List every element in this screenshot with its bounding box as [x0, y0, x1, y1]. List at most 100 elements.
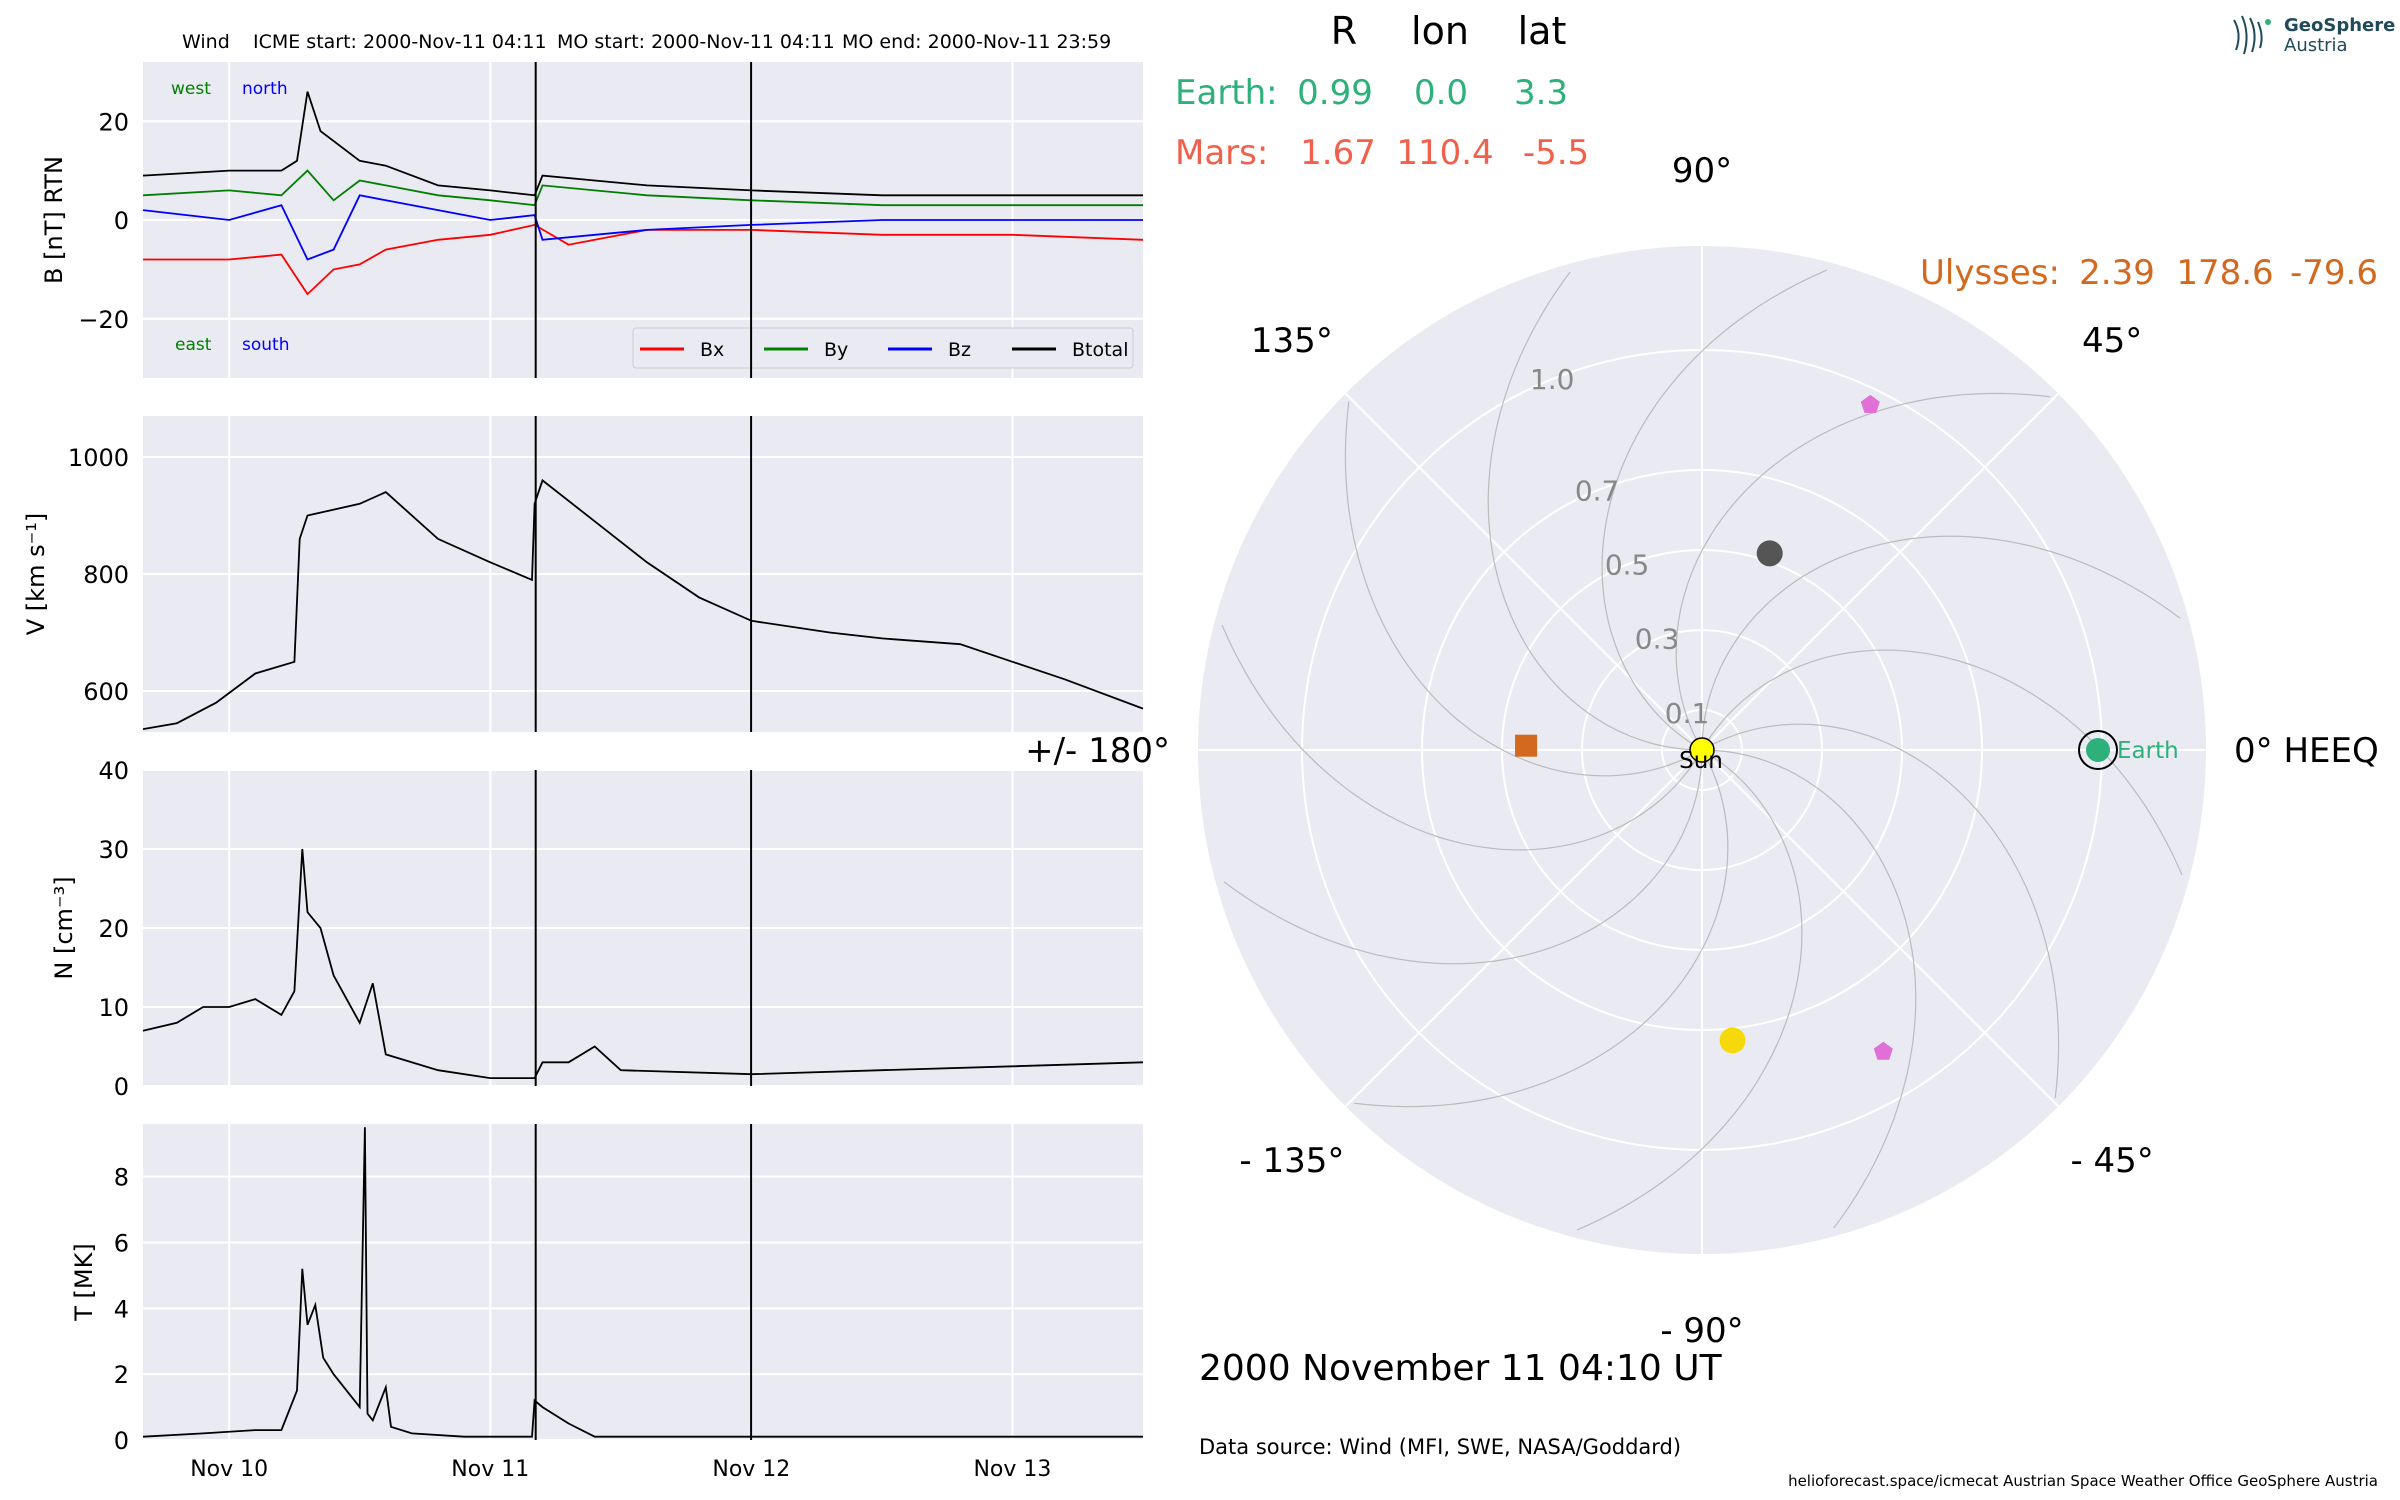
parker-spiral-line: [1223, 749, 1703, 965]
spacecraft-marker: [1860, 394, 1880, 413]
series-line-n: [142, 848, 1144, 1079]
mars-lon: 110.4: [1396, 133, 1493, 173]
parker-spiral-line: [1701, 649, 2183, 876]
planet-markers: [1515, 394, 2118, 1060]
y-axis-label: N [cm⁻³]: [50, 876, 78, 979]
y-tick-label: 40: [98, 757, 129, 785]
y-ticks: −20 0 20: [78, 108, 129, 334]
y-tick-label: 8: [114, 1164, 129, 1192]
legend-box: [632, 327, 1134, 369]
angle-label: - 90°: [1660, 1311, 1743, 1351]
annotation-west: west: [171, 79, 211, 99]
parker-spiral-line: [1701, 723, 2060, 1099]
legend-label-by: By: [824, 339, 848, 361]
series-lines: [142, 478, 1144, 730]
parker-spiral-line: [1576, 749, 1803, 1231]
y-tick-label: 0: [114, 1073, 129, 1101]
earth-ring: [2078, 730, 2118, 770]
earth-lon: 0.0: [1414, 73, 1468, 113]
series-line-btotal: [142, 91, 1143, 197]
footer-credits: helioforecast.space/icmecat Austrian Spa…: [1788, 1472, 2378, 1490]
y-tick-label: 4: [114, 1295, 129, 1323]
angular-grid-line: [1344, 392, 1703, 751]
mars-lat: -5.5: [1523, 133, 1589, 173]
earth-lat: 3.3: [1514, 73, 1568, 113]
panel-temperature: 0 2 4 6 8 T [MK]: [70, 1124, 1143, 1455]
series-lines: [142, 1127, 1143, 1438]
angular-grid-line: [1701, 749, 2060, 1108]
parker-spiral-line: [1221, 624, 1703, 851]
ulysses-lat: -79.6: [2290, 253, 2378, 293]
mars-name: Mars:: [1175, 133, 1268, 173]
series-lines: [142, 91, 1144, 296]
series-line-bx: [143, 223, 1144, 296]
earth-marker: [2086, 738, 2110, 762]
header-lon: lon: [1411, 9, 1469, 53]
date-label: 2000 November 11 04:10 UT: [1199, 1348, 1723, 1389]
mo-start-label: MO start: 2000-Nov-11 04:11: [557, 31, 835, 53]
angle-labels: 0° HEEQ 45° 90° 135° +/- 180° - 135° - 90° - 45…: [1025, 151, 2379, 1351]
angle-label: +/- 180°: [1025, 731, 1170, 771]
series-line-t: [142, 1127, 1143, 1438]
parker-spiral-line: [1487, 271, 1703, 751]
parker-spiral-line: [1344, 401, 1703, 777]
angle-label: 90°: [1672, 151, 1732, 191]
radial-tick-label: 0.1: [1665, 697, 1710, 730]
y-tick-label: 600: [83, 678, 129, 706]
mo-end-label: MO end: 2000-Nov-11 23:59: [842, 31, 1111, 53]
y-tick-label: 20: [98, 915, 129, 943]
geosphere-logo-icon: [2233, 15, 2271, 55]
mars-marker: [1756, 540, 1783, 567]
y-ticks: 600 800 1000: [68, 444, 129, 706]
parker-spiral-line: [1675, 392, 2051, 751]
x-tick-label: Nov 12: [712, 1457, 790, 1482]
logo-line1: GeoSphere: [2284, 15, 2396, 36]
polar-plot: 0.1 0.3 0.5 0.7 1.0 0° HEEQ 45° 90° 135° +/- 180…: [1025, 151, 2379, 1351]
panel-background: [143, 1124, 1143, 1440]
y-axis-label: T [MK]: [70, 1243, 98, 1321]
sun-marker: [1689, 737, 1715, 763]
y-tick-label: 6: [114, 1230, 129, 1258]
radial-tick-label: 1.0: [1530, 363, 1575, 396]
annotation-north: north: [242, 79, 288, 99]
series-lines: [142, 848, 1144, 1079]
ulysses-name: Ulysses:: [1920, 253, 2060, 293]
parker-spiral-line: [1701, 749, 1917, 1229]
panel-speed: 600 800 1000 V [km s⁻¹]: [22, 416, 1144, 732]
data-source: Data source: Wind (MFI, SWE, NASA/Goddar…: [1199, 1435, 1681, 1459]
annotation-south: south: [242, 335, 289, 355]
y-axis-label: V [km s⁻¹]: [22, 513, 50, 635]
y-tick-label: 30: [98, 836, 129, 864]
legend-label-bz: Bz: [948, 339, 971, 361]
spacecraft-label: Wind: [182, 31, 230, 53]
header-r: R: [1331, 9, 1357, 53]
header-lat: lat: [1518, 9, 1567, 53]
ulysses-lon: 178.6: [2176, 253, 2273, 293]
angular-grid-line: [1701, 392, 2060, 751]
earth-name: Earth:: [1175, 73, 1278, 113]
legend: Bx By Bz Btotal: [632, 327, 1134, 369]
legend-label-bx: Bx: [700, 339, 724, 361]
ulysses-r: 2.39: [2079, 253, 2155, 293]
spacecraft-marker: [1873, 1041, 1893, 1060]
ulysses-marker: [1515, 734, 1538, 757]
y-tick-label: 0: [114, 207, 129, 235]
spacecraft-marker: [1719, 1027, 1746, 1054]
angle-label: 45°: [2082, 321, 2142, 361]
x-tick-label: Nov 11: [451, 1457, 529, 1482]
position-table: R lon lat Earth: 0.99 0.0 3.3 Mars: 1.67…: [1175, 9, 2378, 293]
series-line-v: [142, 478, 1144, 730]
earth-r: 0.99: [1297, 73, 1373, 113]
parker-spiral-line: [1353, 749, 1729, 1108]
series-line-by: [142, 169, 1143, 207]
angle-label: - 45°: [2070, 1141, 2153, 1181]
earth-marker-label: Earth: [2117, 738, 2179, 764]
x-tick-label: Nov 13: [973, 1457, 1051, 1482]
icme-start-label: ICME start: 2000-Nov-11 04:11: [253, 31, 547, 53]
y-tick-label: 2: [114, 1361, 129, 1389]
mars-r: 1.67: [1300, 133, 1376, 173]
y-tick-label: −20: [78, 306, 129, 334]
y-tick-label: 20: [98, 108, 129, 136]
